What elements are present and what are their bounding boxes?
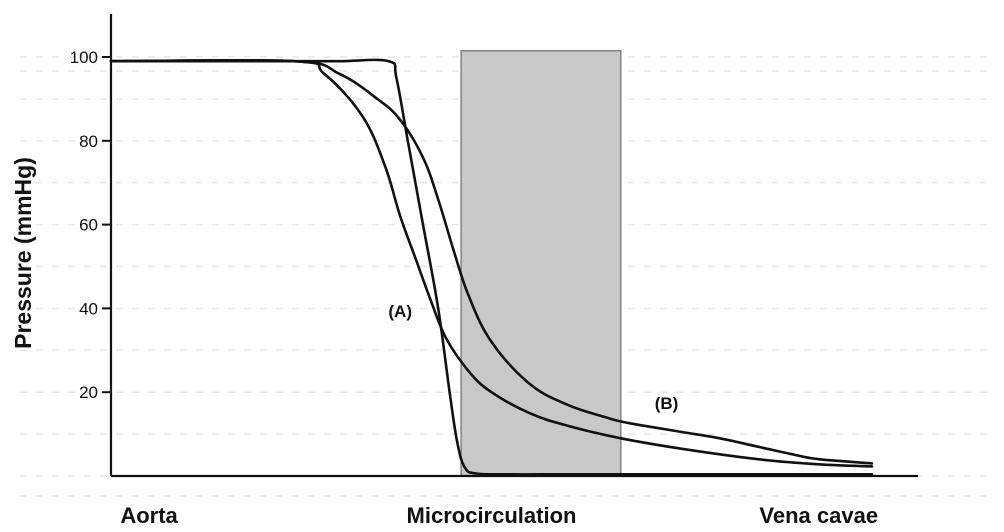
y-tick-label: 80 — [79, 132, 98, 151]
x-category-label: Aorta — [120, 503, 178, 528]
series-line-1 — [109, 58, 874, 476]
series-annotation: (B) — [655, 394, 679, 413]
x-category-labels: Aorta Microcirculation Vena cavae — [120, 503, 878, 528]
y-tick-label: 40 — [79, 299, 98, 318]
y-tick-label: 20 — [79, 383, 98, 402]
series-line-2 — [109, 58, 874, 468]
curves — [109, 58, 874, 476]
y-ticks: 100 80 60 40 20 — [70, 48, 111, 402]
x-category-label: Vena cavae — [759, 503, 878, 528]
y-tick-label: 60 — [79, 216, 98, 235]
y-tick-label: 100 — [70, 48, 98, 67]
annotations: (A) (B) — [388, 302, 678, 413]
y-axis-title: Pressure (mmHg) — [10, 157, 36, 349]
x-category-label: Microcirculation — [407, 503, 577, 528]
series-line-3 — [109, 58, 874, 465]
series-annotation: (A) — [388, 302, 412, 321]
microcirculation-region — [460, 50, 622, 477]
